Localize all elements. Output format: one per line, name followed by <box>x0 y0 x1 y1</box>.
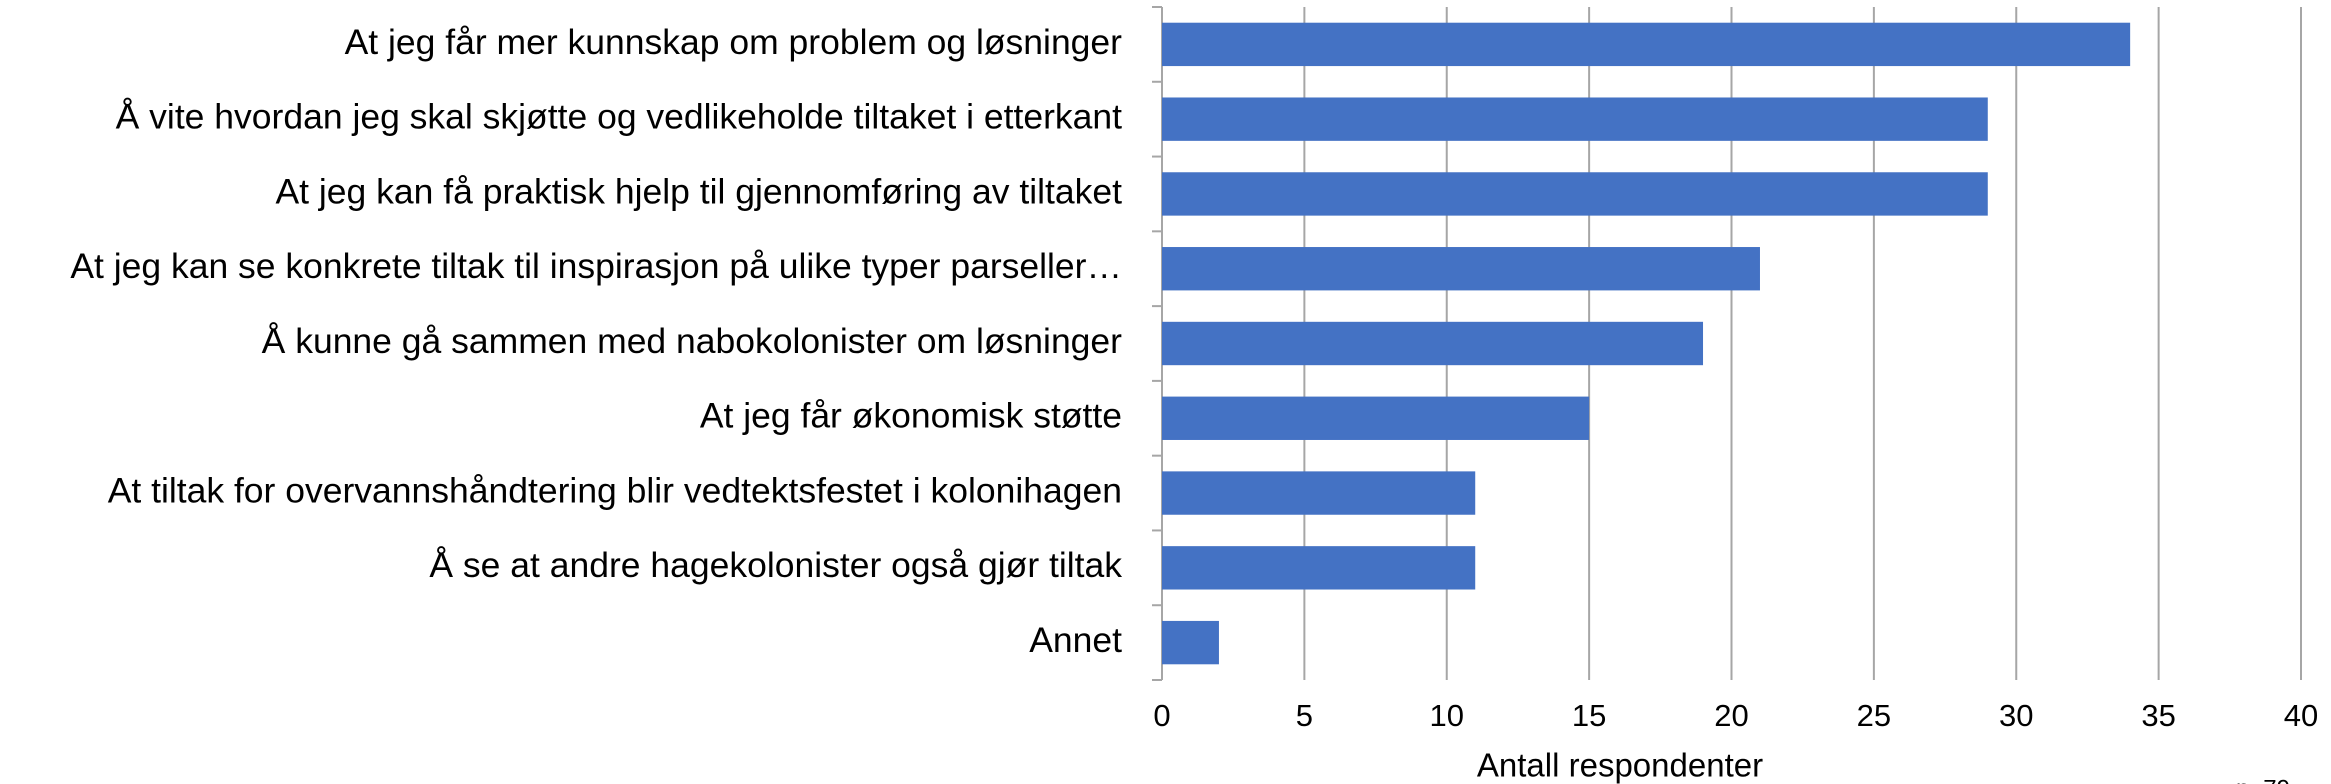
y-tick-label: At tiltak for overvannshåndtering blir v… <box>108 470 1122 510</box>
y-tick-label: Å vite hvordan jeg skal skjøtte og vedli… <box>116 97 1122 137</box>
annotation: n=79 <box>2236 775 2290 784</box>
y-tick-label: Å se at andre hagekolonister også gjør t… <box>429 545 1122 585</box>
bar <box>1162 546 1476 590</box>
y-tick-label: At jeg kan få praktisk hjelp til gjennom… <box>276 171 1123 211</box>
x-tick-label: 15 <box>1572 698 1606 733</box>
x-tick-label: 40 <box>2284 698 2318 733</box>
bar <box>1162 620 1219 665</box>
bar <box>1162 396 1590 440</box>
x-tick-label: 35 <box>2141 698 2175 733</box>
x-tick-label: 25 <box>1857 698 1891 733</box>
y-tick-label: At jeg får mer kunnskap om problem og lø… <box>345 22 1123 62</box>
x-tick-label: 5 <box>1296 698 1313 733</box>
bar <box>1162 97 1988 141</box>
y-tick-label: Annet <box>1029 620 1122 660</box>
x-tick-label: 30 <box>1999 698 2033 733</box>
x-tick-label: 20 <box>1714 698 1748 733</box>
y-tick-label: Å kunne gå sammen med nabokolonister om … <box>262 321 1123 361</box>
x-tick-label: 10 <box>1430 698 1464 733</box>
x-tick-label: 0 <box>1153 698 1170 733</box>
bar <box>1162 172 1988 216</box>
bar <box>1162 471 1476 515</box>
y-tick-label: At jeg kan se konkrete tiltak til inspir… <box>70 246 1122 286</box>
y-tick-label: At jeg får økonomisk støtte <box>700 396 1122 436</box>
bar <box>1162 22 2131 67</box>
x-axis-label: Antall respondenter <box>1477 747 1763 784</box>
bar <box>1162 247 1760 291</box>
bar <box>1162 321 1704 366</box>
